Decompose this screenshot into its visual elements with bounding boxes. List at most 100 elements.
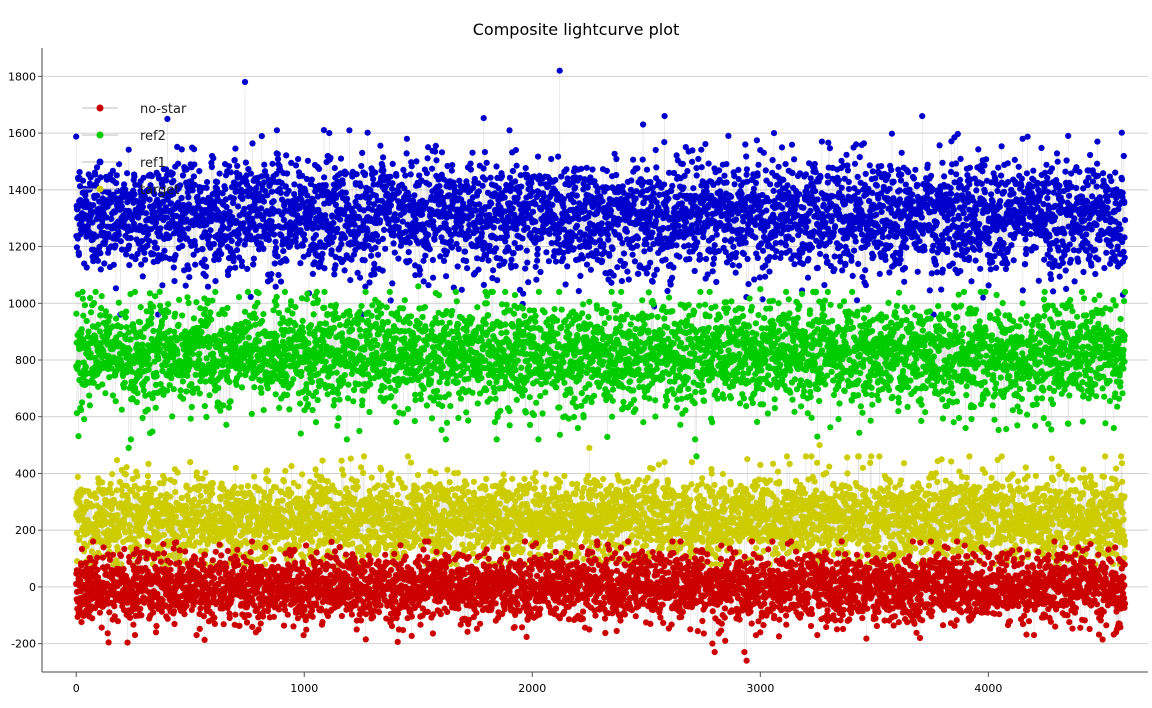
data-point [693,165,700,172]
data-point [87,350,94,357]
data-point [600,241,607,248]
data-point [821,282,828,289]
data-point [94,257,101,264]
data-point [116,161,123,168]
data-point [425,181,433,188]
data-point [428,165,436,172]
data-point [402,172,409,179]
x-tick-label: 0 [73,682,80,695]
data-point [882,256,889,263]
data-point [353,171,360,178]
data-point [494,277,501,284]
data-point [413,158,420,165]
data-point [88,211,95,218]
data-point [146,290,153,297]
data-point [140,334,147,341]
data-point [826,145,834,152]
data-point [1046,246,1053,253]
data-point [752,221,759,228]
data-point [509,205,516,212]
data-point [552,176,559,184]
data-point [134,250,141,258]
data-point [653,164,660,171]
data-point [570,199,577,206]
data-point [109,392,116,399]
data-point [126,262,133,269]
data-point [902,236,909,243]
data-point [123,251,130,258]
data-point [1048,165,1056,172]
data-point [215,209,222,216]
data-point [97,174,104,181]
data-point [814,196,821,203]
data-point [172,252,179,259]
y-tick-label: 1600 [8,127,36,140]
data-point [89,219,96,226]
data-point [423,170,430,177]
data-point [522,165,529,172]
data-point [765,198,773,205]
data-point [1066,192,1073,199]
data-point [886,185,893,192]
data-point [965,254,973,261]
data-point [949,260,956,267]
data-point [458,286,465,293]
data-point [556,67,563,74]
data-point [728,236,735,243]
data-point [379,267,386,274]
data-point [1070,235,1077,243]
data-point [1094,138,1101,145]
data-point [92,288,99,295]
data-point [127,336,134,343]
data-point [80,312,87,319]
data-point [146,237,153,244]
data-point [1050,288,1057,295]
data-point [754,172,761,179]
data-point [676,253,683,260]
data-point [628,177,635,184]
data-point [710,261,717,268]
data-point [74,205,81,212]
data-point [635,270,642,277]
data-point [96,243,103,250]
data-point [910,198,917,205]
data-point [75,433,82,440]
data-point [993,264,1000,271]
data-point [391,249,398,256]
data-point [512,147,520,154]
data-point [842,260,849,267]
data-point [1062,267,1069,274]
data-point [1056,273,1063,280]
data-point [244,265,251,272]
data-point [643,240,650,248]
data-point [634,165,641,172]
data-point [525,279,532,286]
data-point [387,202,394,209]
data-point [786,247,793,254]
y-tick-label: 800 [15,354,36,367]
data-point [470,184,477,191]
data-point [148,314,155,322]
data-point [750,185,758,192]
data-point [1044,195,1051,202]
data-point [97,250,104,257]
data-point [97,266,104,273]
data-point [749,207,757,215]
data-point [124,170,131,177]
data-point [744,255,751,263]
data-point [386,209,393,216]
data-point [163,214,171,221]
data-point [1053,237,1060,244]
data-point [113,172,120,179]
data-point [463,257,470,265]
data-point [1120,248,1127,255]
data-point [661,113,668,120]
x-tick-label: 3000 [746,682,774,695]
data-point [334,225,341,232]
data-point [957,176,964,183]
data-point [382,245,389,252]
data-point [866,162,873,169]
data-point [978,180,985,187]
data-point [796,191,803,198]
data-point [291,181,298,188]
